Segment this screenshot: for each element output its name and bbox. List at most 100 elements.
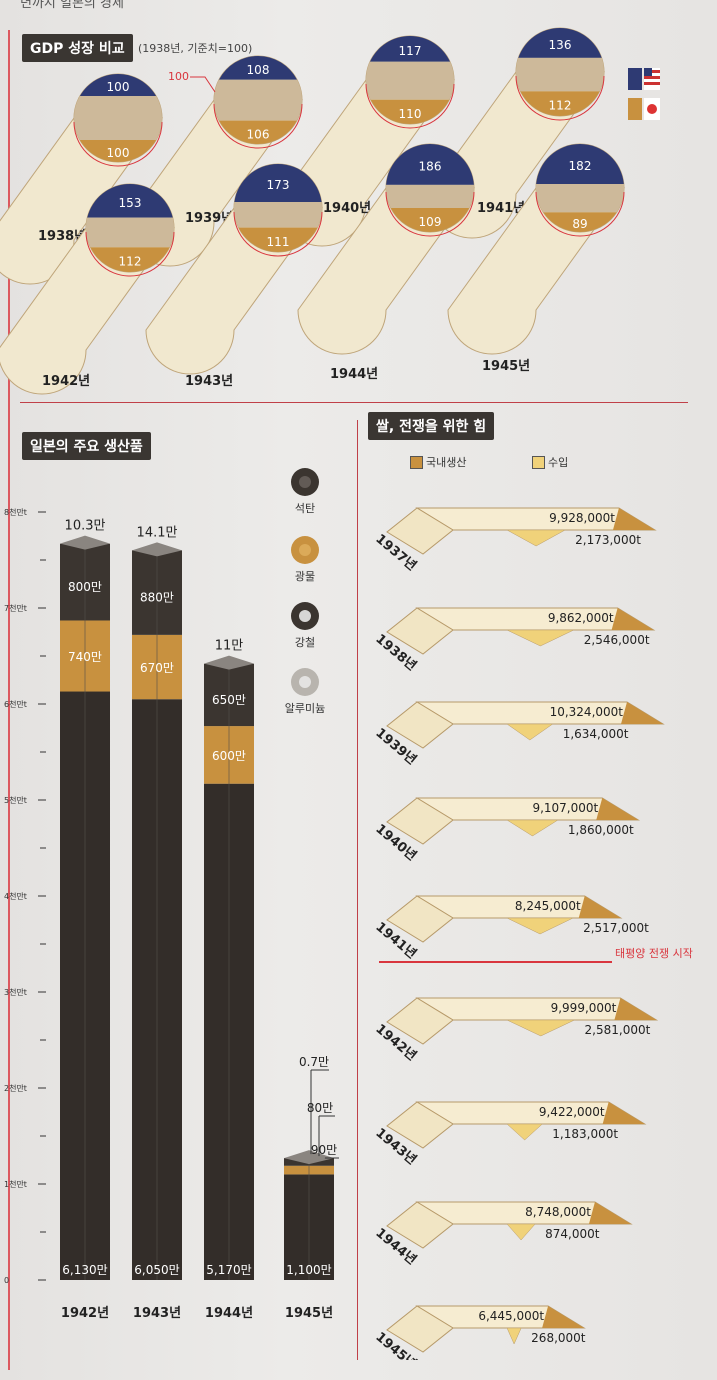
rice-import-label: 1,860,000t — [568, 823, 634, 837]
rice-domestic-marker — [611, 608, 654, 630]
rice-import-marker — [506, 1327, 522, 1345]
rice-ribbon-fold — [386, 1201, 454, 1249]
gdp-us-segment — [218, 56, 298, 80]
rice-import-label: 874,000t — [545, 1227, 600, 1241]
prod-coal-label: 6,050만 — [134, 1263, 179, 1277]
prod-mineral-label: 670만 — [140, 661, 174, 675]
icon-label: 석탄 — [295, 502, 315, 515]
rice-ribbon-fold — [386, 1101, 454, 1149]
gdp-us-value: 117 — [399, 44, 422, 58]
prod-alu-cap — [204, 655, 254, 670]
icon-inner — [299, 610, 311, 622]
gdp-jp-segment — [90, 247, 170, 272]
gdp-jp-segment — [370, 99, 450, 124]
prod-alu-cap — [132, 542, 182, 557]
rice-domestic-marker — [588, 1202, 631, 1224]
us-flag-icon — [628, 68, 660, 90]
prod-mineral-label: 740만 — [68, 650, 102, 664]
gdp-gap-band — [233, 202, 323, 228]
prod-coal-label: 1,100만 — [286, 1263, 331, 1277]
gdp-us-segment — [536, 144, 624, 185]
rice-import-marker — [506, 819, 559, 837]
rice-domestic-marker — [578, 896, 621, 918]
rice-domestic-label: 9,999,000t — [551, 1001, 617, 1015]
prod-steel-label: 800만 — [68, 580, 102, 594]
gdp-cylinder-1942년: 153 112 — [0, 183, 175, 395]
prod-y-tick-label: 2천만t — [4, 1083, 27, 1093]
prod-mineral-label: 600만 — [212, 749, 246, 763]
gdp-cylinder-1944년: 186 109 — [297, 143, 475, 355]
gdp-year-label: 1942년 — [42, 374, 90, 389]
prod-steel-label: 650만 — [212, 693, 246, 707]
gdp-jp-value: 106 — [247, 127, 270, 141]
prod-y-tick-label: 0 — [4, 1276, 9, 1285]
icon-label: 광물 — [295, 570, 315, 583]
rice-domestic-label: 10,324,000t — [550, 705, 624, 719]
prod-coal-label: 6,130만 — [62, 1263, 107, 1277]
rice-import-label: 1,634,000t — [563, 727, 629, 741]
gdp-us-segment — [79, 74, 157, 96]
coal-icon — [291, 468, 319, 496]
gdp-jp-value: 112 — [119, 255, 142, 269]
gdp-cylinder-1938년: 100 100 — [0, 73, 163, 285]
prod-mineral-label: 90만 — [311, 1143, 337, 1157]
steel-icon — [291, 602, 319, 630]
rice-row-1943년: 9,422,000t 1,183,000t — [386, 1101, 647, 1149]
gdp-jp-segment — [219, 120, 297, 144]
rice-title: 쌀, 전쟁을 위한 힘 — [368, 412, 495, 440]
prod-y-tick-label: 4천만t — [4, 891, 27, 901]
gdp-gap-band — [214, 79, 302, 121]
rice-chart: 9,928,000t2,173,000t1937년9,862,000t2,546… — [372, 507, 693, 1360]
rice-import-marker — [506, 529, 566, 547]
icon-inner — [299, 676, 311, 688]
rice-row-1939년: 10,324,000t 1,634,000t — [386, 701, 665, 749]
gdp-gap-band — [386, 184, 474, 209]
rice-domestic-label: 9,928,000t — [549, 511, 615, 525]
rice-ribbon-fold — [386, 997, 454, 1045]
rice-domestic-label: 9,862,000t — [548, 611, 614, 625]
prod-coal-label: 5,170만 — [206, 1263, 251, 1277]
prod-y-tick-label: 1천만t — [4, 1179, 27, 1189]
gdp-jp-value: 112 — [549, 99, 572, 113]
gdp-us-value: 153 — [119, 196, 142, 210]
prod-y-tick-label: 7천만t — [4, 603, 27, 613]
gdp-cylinder-1945년: 182 89 — [447, 143, 625, 355]
prod-y-tick-label: 3천만t — [4, 987, 27, 997]
jp-flag-icon — [628, 98, 660, 120]
prod-alu-label: 10.3만 — [65, 519, 106, 534]
rice-domestic-label: 8,245,000t — [515, 899, 581, 913]
icon-inner — [299, 476, 311, 488]
section-divider-vertical — [357, 420, 358, 1360]
gdp-title: GDP 성장 비교 — [22, 34, 133, 62]
rice-ribbon-fold — [386, 607, 454, 655]
rice-import-label: 1,183,000t — [552, 1127, 618, 1141]
gdp-year-label: 1943년 — [185, 374, 233, 389]
rice-domestic-marker — [621, 702, 663, 724]
rice-import-label: 2,517,000t — [583, 921, 649, 935]
gdp-us-value: 100 — [107, 80, 130, 94]
gdp-callout-line — [190, 76, 216, 93]
gdp-chart: 1001001938년1081061939년1171101940년1361121… — [0, 27, 625, 395]
prod-bar-1945년: 1,100만 — [284, 1069, 339, 1280]
gdp-year-label: 1945년 — [482, 359, 530, 374]
gdp-year-label: 1940년 — [323, 201, 371, 216]
gdp-baseline-arc — [365, 83, 455, 129]
gdp-jp-value: 110 — [399, 107, 422, 121]
gdp-baseline-arc — [385, 191, 475, 237]
rice-domestic-marker — [614, 998, 657, 1020]
prod-alu-label: 0.7만 — [299, 1055, 329, 1069]
gdp-callout-label: 100 — [168, 70, 189, 83]
gdp-note: (1938년, 기준치=100) — [138, 42, 253, 55]
gdp-us-value: 108 — [247, 63, 270, 77]
gdp-year-label: 1944년 — [330, 367, 378, 382]
rice-import-marker — [506, 1019, 575, 1037]
rice-import-label: 268,000t — [531, 1331, 586, 1345]
rice-import-label: 2,173,000t — [575, 533, 641, 547]
rice-domestic-label: 8,748,000t — [525, 1205, 591, 1219]
gdp-jp-segment — [79, 140, 157, 162]
prod-alu-cap — [284, 1150, 334, 1165]
war-start-label: 태평양 전쟁 시작 — [615, 947, 693, 960]
gdp-us-segment — [369, 35, 451, 62]
gdp-baseline-arc — [213, 103, 303, 149]
